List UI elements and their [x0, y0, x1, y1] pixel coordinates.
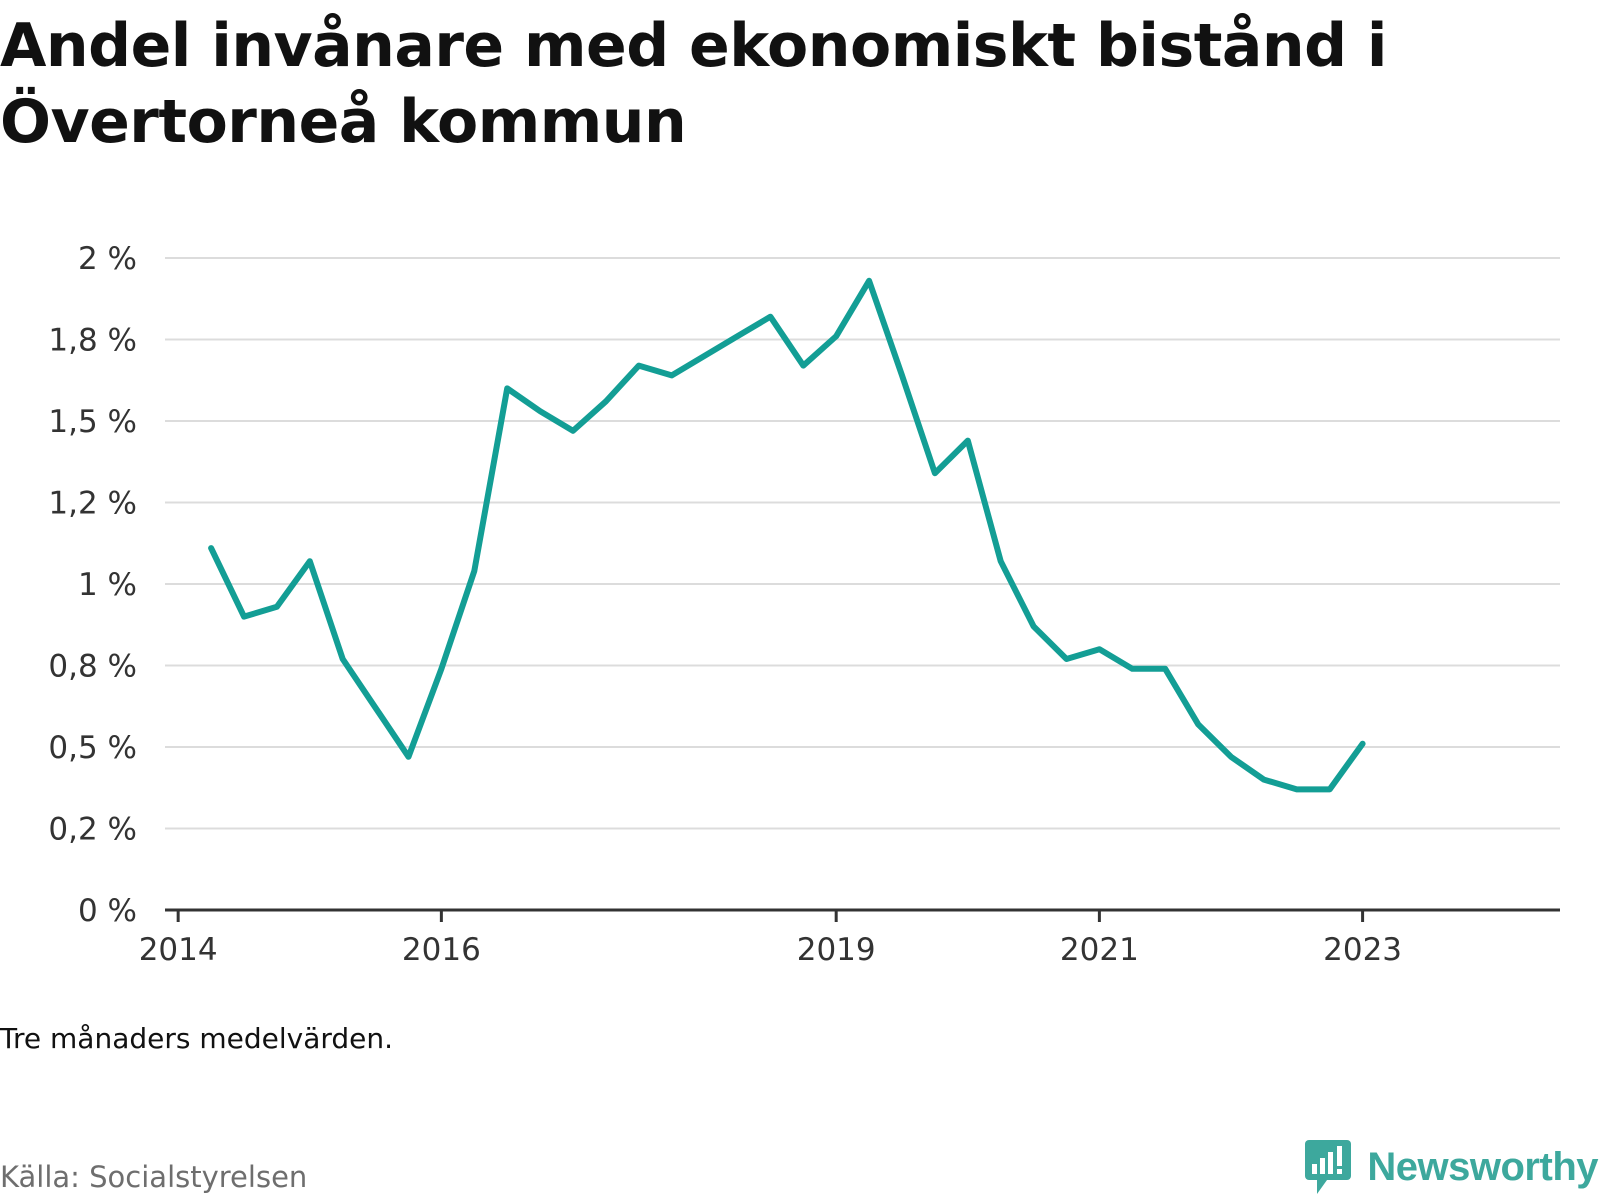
- line-chart: 0 %0,2 %0,5 %0,8 %1 %1,2 %1,5 %1,8 %2 % …: [48, 241, 1560, 968]
- x-tick-label: 2019: [797, 932, 876, 968]
- y-tick-label: 0,2 %: [48, 812, 137, 848]
- grid-lines: [165, 257, 1560, 830]
- brand-logo: Newsworthy: [1303, 1138, 1598, 1196]
- y-tick-label: 1,2 %: [48, 486, 137, 522]
- y-tick-label: 2 %: [78, 241, 137, 277]
- y-axis-ticks: 0 % 0,2 % 0,5 % 0,8 % 1 % 1,2 % 1,5 % 1,8 % 2 %: [48, 241, 137, 929]
- source-credit: Källa: Socialstyrelsen: [0, 1160, 308, 1194]
- chat-bubble-bar-chart-icon: [1305, 1140, 1352, 1194]
- chart-title: Andel invånare med ekonomiskt bistånd i …: [0, 11, 1387, 157]
- x-tick-label: 2014: [139, 932, 218, 968]
- y-tick-label: 1,5 %: [48, 404, 137, 440]
- brand-name: Newsworthy: [1367, 1144, 1598, 1189]
- x-tick-label: 2016: [402, 932, 481, 968]
- x-axis-ticks: 2014 2016 2019 2021 2023: [139, 910, 1402, 968]
- x-tick-label: 2021: [1060, 932, 1139, 968]
- x-tick-label: 2023: [1323, 932, 1402, 968]
- y-tick-label: 0,8 %: [48, 649, 137, 685]
- y-tick-label: 0,5 %: [48, 730, 137, 766]
- series-line: [208, 277, 1366, 793]
- y-tick-label: 1,8 %: [48, 323, 137, 359]
- y-tick-label: 0 %: [78, 893, 137, 929]
- y-tick-label: 1 %: [78, 567, 137, 603]
- chart-note: Tre månaders medelvärden.: [0, 1022, 394, 1055]
